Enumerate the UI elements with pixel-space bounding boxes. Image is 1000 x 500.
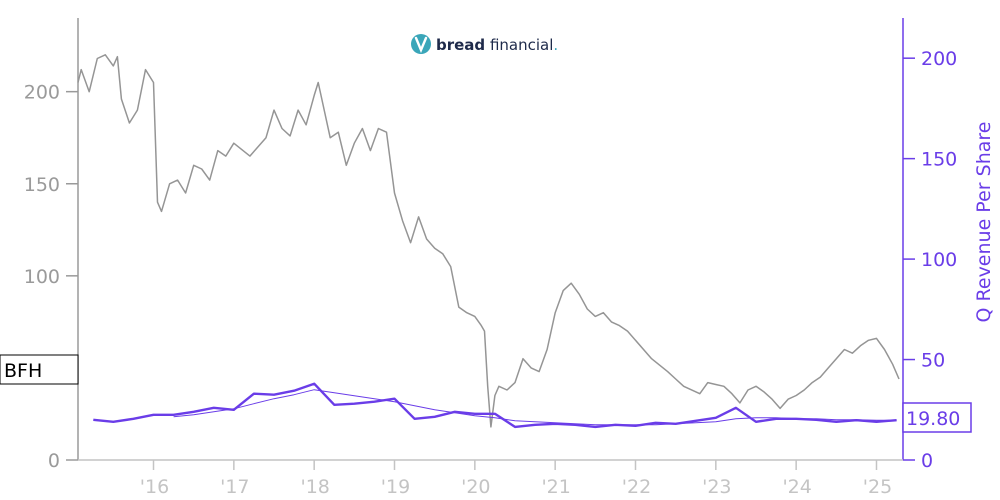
ticker-box	[0, 354, 79, 385]
left-tick-label: 200	[24, 82, 60, 104]
bread-financial-logo: bread financial.	[411, 34, 558, 54]
revenue-line	[93, 382, 897, 429]
right-tick-label: 100	[921, 249, 957, 271]
x-tick-label: '16	[140, 476, 169, 498]
x-tick-label: '22	[622, 476, 651, 498]
x-tick-label: '23	[702, 476, 731, 498]
x-tick-label: '20	[461, 476, 490, 498]
last-value-label: 19.80	[902, 402, 972, 433]
x-tick-label: '25	[863, 476, 892, 498]
right-axis-ticks: 0 50 100 150 200	[903, 48, 957, 472]
last-value-box	[902, 402, 972, 433]
right-tick-label: 150	[921, 149, 957, 171]
logo-text-bold: bread	[436, 36, 485, 54]
bread-logo-mark	[414, 36, 428, 54]
right-tick-label: 50	[921, 350, 945, 372]
x-tick-label: '21	[541, 476, 570, 498]
axes	[77, 18, 904, 461]
x-axis-ticks: '16 '17 '18 '19 '20 '21 '22 '23 '24 '25	[140, 460, 892, 498]
ticker-text: BFH	[4, 360, 42, 382]
right-tick-label: 0	[921, 450, 933, 472]
last-value-text: 19.80	[906, 408, 960, 430]
right-axis-title: Q Revenue Per Share	[973, 122, 995, 323]
left-tick-label: 150	[24, 174, 60, 196]
price-line	[77, 54, 900, 428]
logo-wordmark: bread financial.	[436, 36, 558, 54]
left-tick-label: 100	[24, 266, 60, 288]
ticker-label: BFH	[0, 354, 79, 385]
right-tick-label: 200	[921, 48, 957, 70]
x-tick-label: '17	[220, 476, 249, 498]
left-tick-label: 0	[48, 450, 60, 472]
x-tick-label: '24	[782, 476, 811, 498]
revenue-average-line	[173, 389, 897, 426]
series-layer	[77, 54, 900, 429]
logo-text-dot: .	[553, 36, 558, 54]
x-tick-label: '19	[381, 476, 410, 498]
logo-text-light: financial	[485, 36, 553, 54]
x-tick-label: '18	[300, 476, 329, 498]
